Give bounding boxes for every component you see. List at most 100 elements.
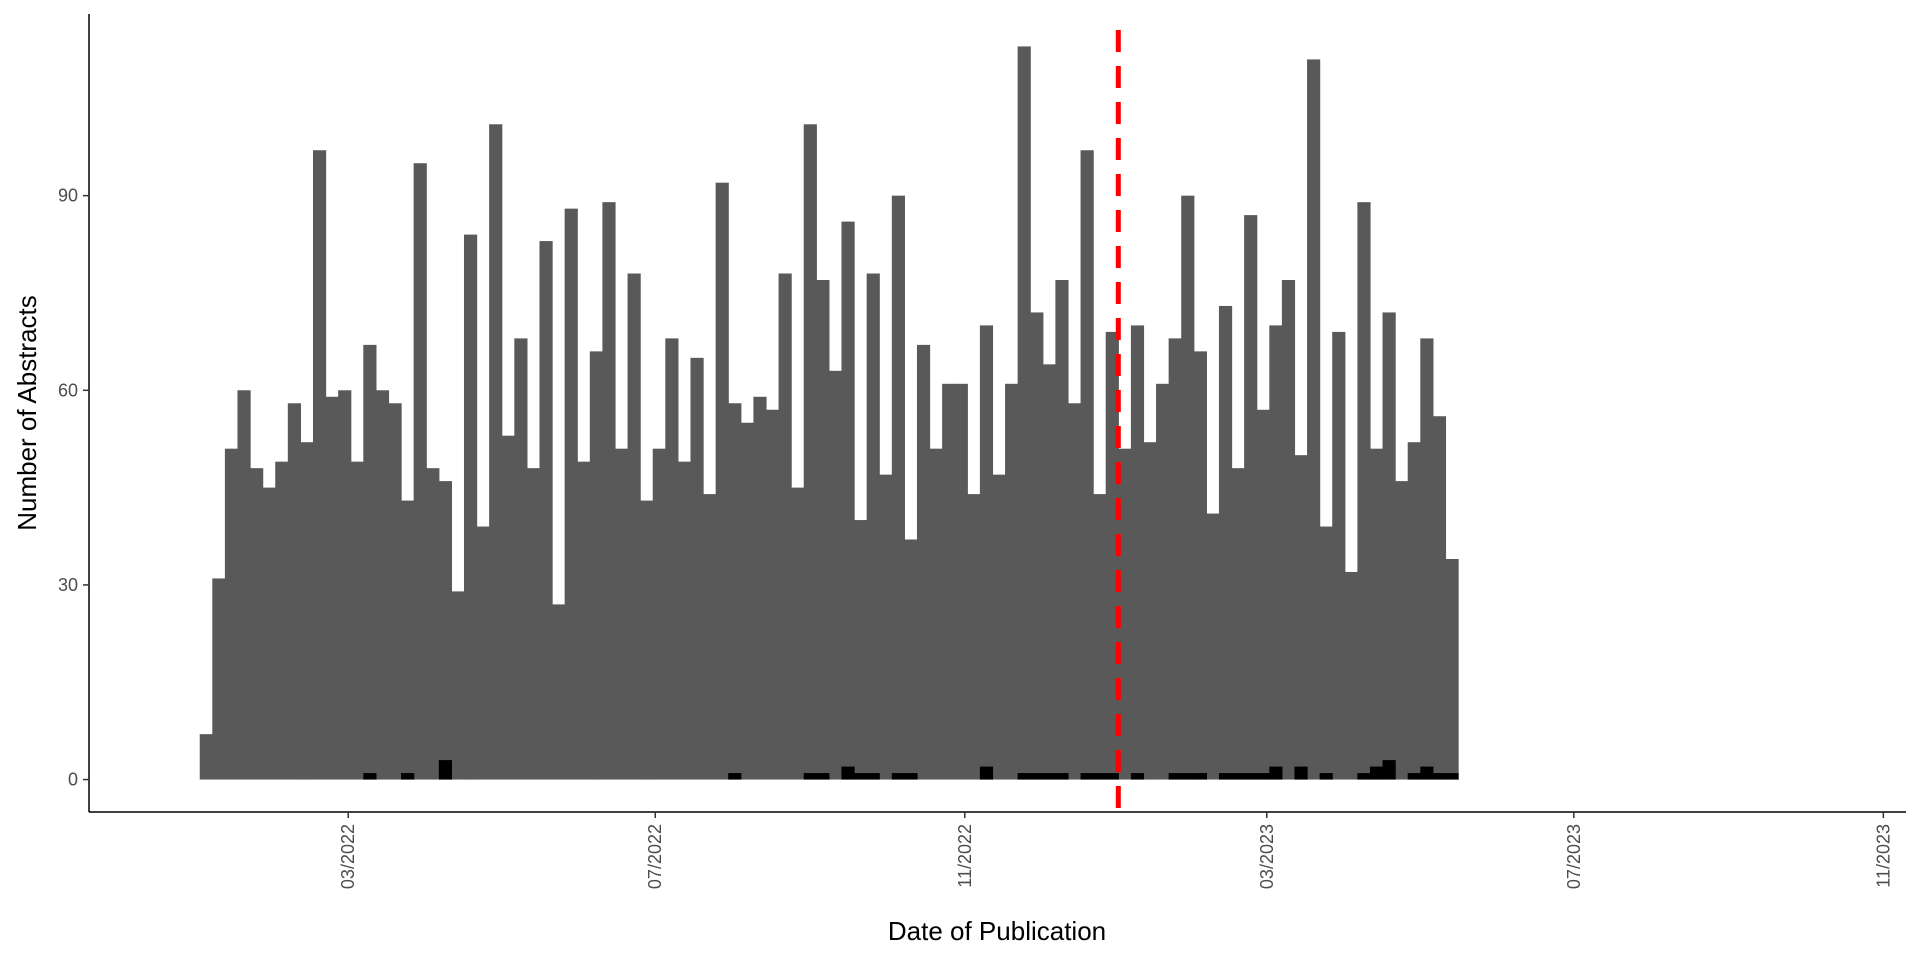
bar-main [1193, 351, 1207, 780]
bar-secondary [1407, 773, 1421, 780]
bar-secondary [1105, 773, 1119, 780]
bar-main [904, 539, 918, 780]
bar-secondary [363, 773, 377, 780]
bar-secondary [728, 773, 742, 780]
bar-main [501, 435, 515, 780]
bar-main [854, 520, 868, 780]
bar-main [1294, 455, 1308, 780]
bar-main [614, 448, 629, 780]
bar-main [476, 526, 490, 780]
bar-main [287, 403, 301, 780]
bar-main [627, 273, 641, 780]
bar-main [1382, 312, 1396, 780]
bar-main [250, 468, 264, 780]
bar-main [652, 448, 666, 780]
bar-main [916, 344, 931, 780]
bar-secondary [1017, 773, 1031, 780]
bar-secondary [1357, 773, 1371, 780]
bar-main [740, 422, 754, 780]
bar-main [728, 403, 742, 780]
bar-secondary [979, 766, 994, 780]
y-tick-label: 90 [58, 186, 78, 206]
bar-main [1319, 526, 1333, 780]
bar-main [715, 182, 729, 780]
bar-main [1231, 468, 1245, 780]
bar-main [1005, 383, 1019, 780]
bar-main [602, 202, 616, 780]
bar-main [1118, 448, 1132, 780]
bar-main [1143, 442, 1157, 780]
bar-main [1432, 416, 1447, 780]
bar-secondary [904, 773, 918, 780]
bar-main [338, 390, 352, 780]
bar-main [413, 163, 427, 780]
bar-main [879, 474, 893, 780]
x-tick-label: 07/2022 [645, 824, 665, 889]
bar-secondary [401, 773, 415, 780]
bar-secondary [1269, 766, 1283, 780]
bar-secondary [1181, 773, 1195, 780]
bar-main [463, 234, 478, 780]
bar-main [954, 383, 968, 780]
bar-main [677, 461, 692, 780]
bar-main [979, 325, 994, 780]
bar-main [1445, 558, 1459, 780]
bar-secondary [1218, 773, 1233, 780]
bar-main [929, 448, 943, 780]
bar-main [1395, 481, 1409, 780]
bar-main [1244, 215, 1258, 780]
bar-main [552, 604, 566, 780]
x-axis-title: Date of Publication [888, 916, 1106, 946]
bar-main [577, 461, 591, 780]
bar-main [665, 338, 679, 780]
bars-main-series [199, 46, 1459, 780]
bar-main [526, 468, 541, 780]
bar-main [1357, 202, 1371, 780]
bar-main [1344, 571, 1358, 780]
bar-main [1218, 305, 1233, 780]
bar-main [388, 403, 402, 780]
x-tick-label: 07/2023 [1564, 824, 1584, 889]
bar-main [312, 150, 327, 780]
bar-secondary [1369, 766, 1384, 780]
bar-secondary [438, 760, 452, 780]
bar-main [1332, 331, 1346, 780]
x-tick-label: 11/2022 [955, 824, 975, 888]
bar-main [841, 221, 855, 780]
bar-main [426, 468, 440, 780]
bar-main [451, 591, 465, 780]
bar-secondary [803, 773, 817, 780]
bar-main [375, 390, 390, 780]
bar-main [1407, 442, 1421, 780]
bar-main [325, 396, 339, 780]
bar-main [816, 280, 830, 780]
bar-main [967, 494, 981, 780]
y-axis-title: Number of Abstracts [12, 295, 42, 531]
bar-main [1042, 364, 1056, 780]
bar-secondary [1432, 773, 1447, 780]
bar-main [992, 474, 1006, 780]
bar-main [703, 494, 717, 780]
bar-main [1181, 195, 1195, 780]
bar-main [363, 344, 377, 780]
bar-main [300, 442, 314, 780]
x-tick-label: 11/2023 [1873, 824, 1893, 888]
x-tick-label: 03/2022 [338, 824, 358, 889]
bar-main [275, 461, 289, 780]
bar-main [791, 487, 805, 780]
x-axis-ticks: 03/2022 07/2022 11/2022 03/2023 07/2023 11/20… [338, 812, 1893, 889]
bar-main [891, 195, 905, 780]
bar-secondary [841, 766, 855, 780]
bar-secondary [1231, 773, 1245, 780]
bar-secondary [1445, 773, 1459, 780]
bar-main [224, 448, 239, 780]
bar-main [1080, 150, 1094, 780]
bar-main [1105, 331, 1119, 780]
bar-secondary [1130, 773, 1145, 780]
bar-secondary [1030, 773, 1044, 780]
bar-secondary [1256, 773, 1270, 780]
bar-main [1168, 338, 1182, 780]
bar-main [1055, 280, 1069, 780]
bar-secondary [1080, 773, 1094, 780]
